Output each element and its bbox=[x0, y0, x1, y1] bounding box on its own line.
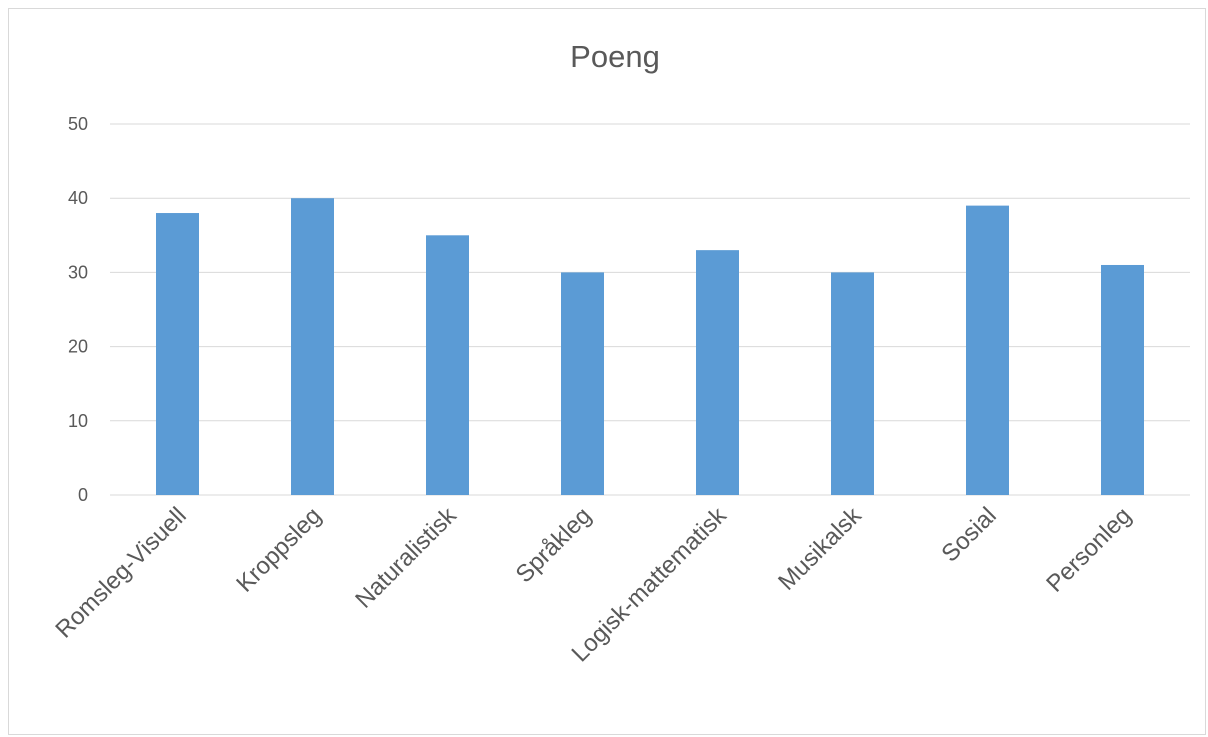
y-tick-label: 10 bbox=[68, 411, 88, 431]
bar bbox=[426, 235, 469, 496]
bar bbox=[966, 205, 1009, 495]
bar bbox=[831, 272, 874, 495]
x-tick-label: Kroppsleg bbox=[231, 502, 327, 598]
x-tick-label: Naturalistisk bbox=[350, 501, 462, 613]
y-tick-label: 20 bbox=[68, 337, 88, 357]
bar bbox=[156, 213, 199, 496]
bar bbox=[1101, 264, 1144, 495]
bar bbox=[696, 250, 739, 495]
x-axis-labels: Romsleg-Visuell Kroppsleg Naturalistisk Spr… bbox=[50, 501, 1136, 667]
gridlines bbox=[110, 123, 1190, 496]
x-tick-label: Personleg bbox=[1041, 502, 1137, 598]
y-tick-label: 40 bbox=[68, 188, 88, 208]
x-tick-label: Språkleg bbox=[511, 502, 597, 588]
x-tick-label: Romsleg-Visuell bbox=[50, 502, 191, 643]
bar bbox=[561, 272, 604, 495]
y-tick-label: 30 bbox=[68, 262, 88, 282]
x-tick-label: Sosial bbox=[936, 502, 1001, 567]
y-tick-label: 0 bbox=[78, 485, 88, 505]
chart-title: Poeng bbox=[570, 39, 660, 74]
y-tick-label: 50 bbox=[68, 114, 88, 134]
y-axis-ticks: 0 10 20 30 40 50 bbox=[68, 114, 88, 505]
bar bbox=[291, 198, 334, 495]
x-tick-label: Musikalsk bbox=[773, 501, 867, 595]
bars bbox=[156, 198, 1144, 496]
